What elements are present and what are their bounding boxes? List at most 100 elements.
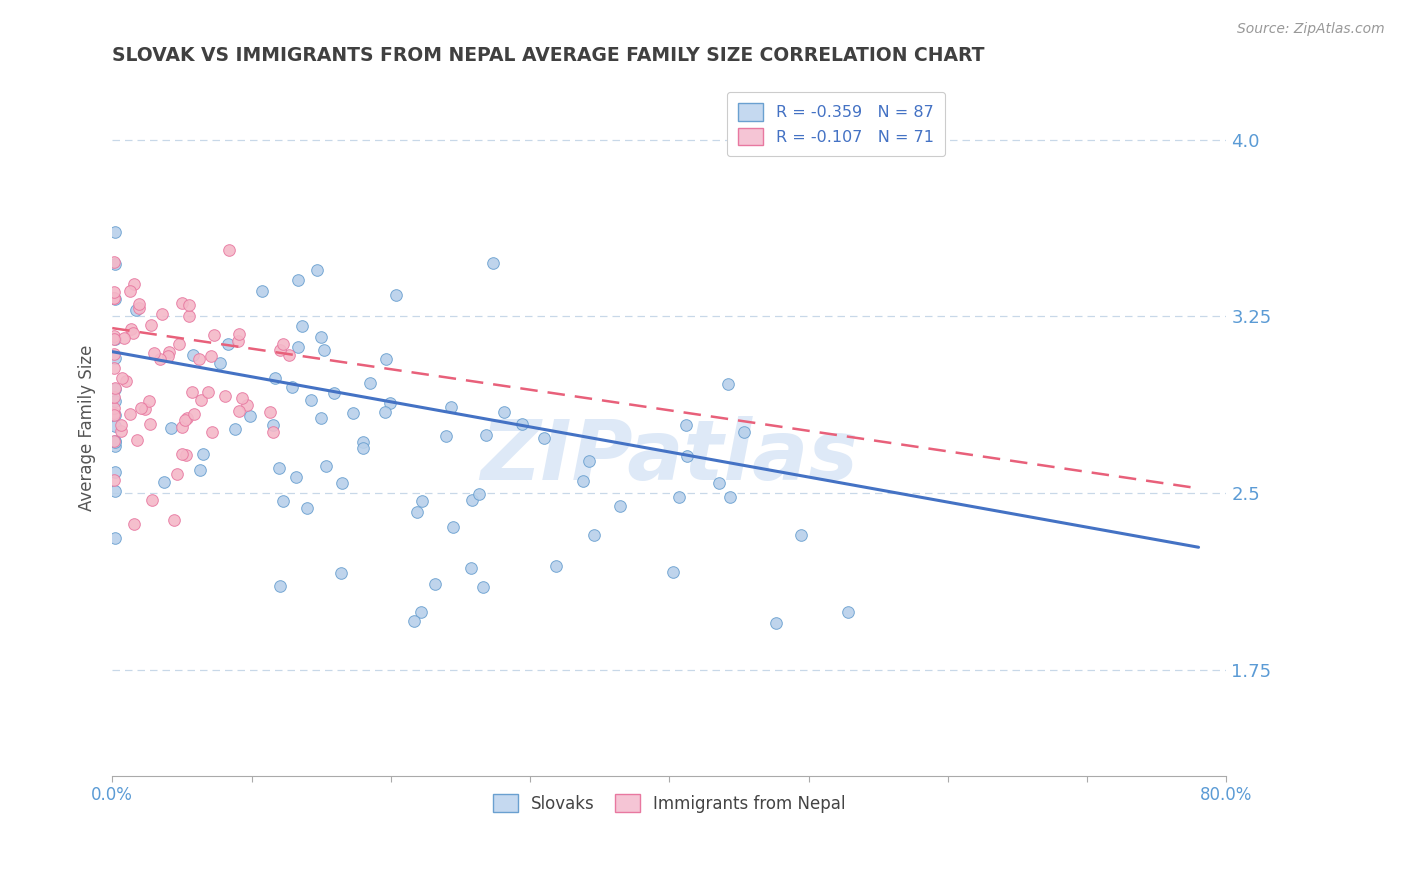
Point <box>252 284 274 298</box>
Point <box>163 512 186 526</box>
Point <box>104 394 127 409</box>
Point <box>409 605 432 619</box>
Point <box>104 382 127 396</box>
Point <box>434 428 457 442</box>
Point <box>709 476 731 491</box>
Point <box>494 405 516 419</box>
Point <box>323 386 346 401</box>
Point <box>103 254 125 268</box>
Point <box>269 579 291 593</box>
Point <box>174 448 197 462</box>
Point <box>114 374 136 388</box>
Point <box>467 486 489 500</box>
Point <box>411 493 433 508</box>
Point <box>103 361 125 376</box>
Point <box>291 318 314 333</box>
Point <box>305 263 328 277</box>
Point <box>733 425 755 440</box>
Point <box>295 501 318 516</box>
Point <box>224 422 246 436</box>
Point <box>461 492 484 507</box>
Point <box>103 332 125 346</box>
Point <box>299 393 322 408</box>
Point <box>103 401 125 415</box>
Point <box>172 420 194 434</box>
Point <box>104 484 127 499</box>
Point <box>202 328 225 343</box>
Point <box>315 458 337 473</box>
Point <box>287 340 309 354</box>
Point <box>332 476 354 491</box>
Point <box>228 334 250 348</box>
Point <box>510 417 533 432</box>
Point <box>118 407 141 421</box>
Point <box>157 345 180 359</box>
Point <box>104 225 127 239</box>
Point <box>190 463 212 477</box>
Point <box>166 467 188 482</box>
Point <box>460 560 482 574</box>
Point <box>104 257 127 271</box>
Point <box>149 351 172 366</box>
Point <box>120 284 142 298</box>
Point <box>197 385 219 400</box>
Y-axis label: Average Family Size: Average Family Size <box>79 345 96 511</box>
Point <box>271 494 294 508</box>
Point <box>111 371 134 385</box>
Point <box>239 409 262 423</box>
Point <box>201 425 224 440</box>
Point <box>675 418 697 433</box>
Point <box>342 406 364 420</box>
Point <box>375 351 398 366</box>
Point <box>578 453 600 467</box>
Point <box>191 447 214 461</box>
Point <box>139 417 162 431</box>
Point <box>609 499 631 513</box>
Point <box>281 380 304 394</box>
Point <box>103 473 125 487</box>
Point <box>128 297 150 311</box>
Point <box>311 330 333 344</box>
Point <box>481 256 503 270</box>
Point <box>103 328 125 343</box>
Point <box>122 277 145 292</box>
Point <box>262 418 284 433</box>
Point <box>122 326 145 340</box>
Point <box>103 405 125 419</box>
Point <box>150 307 173 321</box>
Point <box>172 447 194 461</box>
Point <box>668 491 690 505</box>
Point <box>277 348 299 362</box>
Point <box>103 434 125 448</box>
Point <box>441 520 464 534</box>
Point <box>104 351 127 365</box>
Text: SLOVAK VS IMMIGRANTS FROM NEPAL AVERAGE FAMILY SIZE CORRELATION CHART: SLOVAK VS IMMIGRANTS FROM NEPAL AVERAGE … <box>112 46 984 65</box>
Point <box>231 392 253 406</box>
Point <box>104 409 127 423</box>
Point <box>179 298 201 312</box>
Point <box>228 327 250 342</box>
Point <box>765 616 787 631</box>
Point <box>190 392 212 407</box>
Point <box>125 302 148 317</box>
Point <box>103 390 125 404</box>
Point <box>474 428 496 442</box>
Point <box>104 292 127 306</box>
Point <box>309 410 332 425</box>
Point <box>110 417 132 432</box>
Point <box>312 343 335 358</box>
Point <box>385 288 408 302</box>
Point <box>183 407 205 421</box>
Point <box>571 474 593 488</box>
Point <box>103 285 125 299</box>
Point <box>718 491 741 505</box>
Point <box>544 558 567 573</box>
Point <box>583 527 606 541</box>
Point <box>120 322 142 336</box>
Point <box>156 349 179 363</box>
Text: Source: ZipAtlas.com: Source: ZipAtlas.com <box>1237 22 1385 37</box>
Point <box>142 345 165 359</box>
Point <box>103 409 125 423</box>
Text: ZIPatlas: ZIPatlas <box>481 416 858 497</box>
Point <box>110 424 132 438</box>
